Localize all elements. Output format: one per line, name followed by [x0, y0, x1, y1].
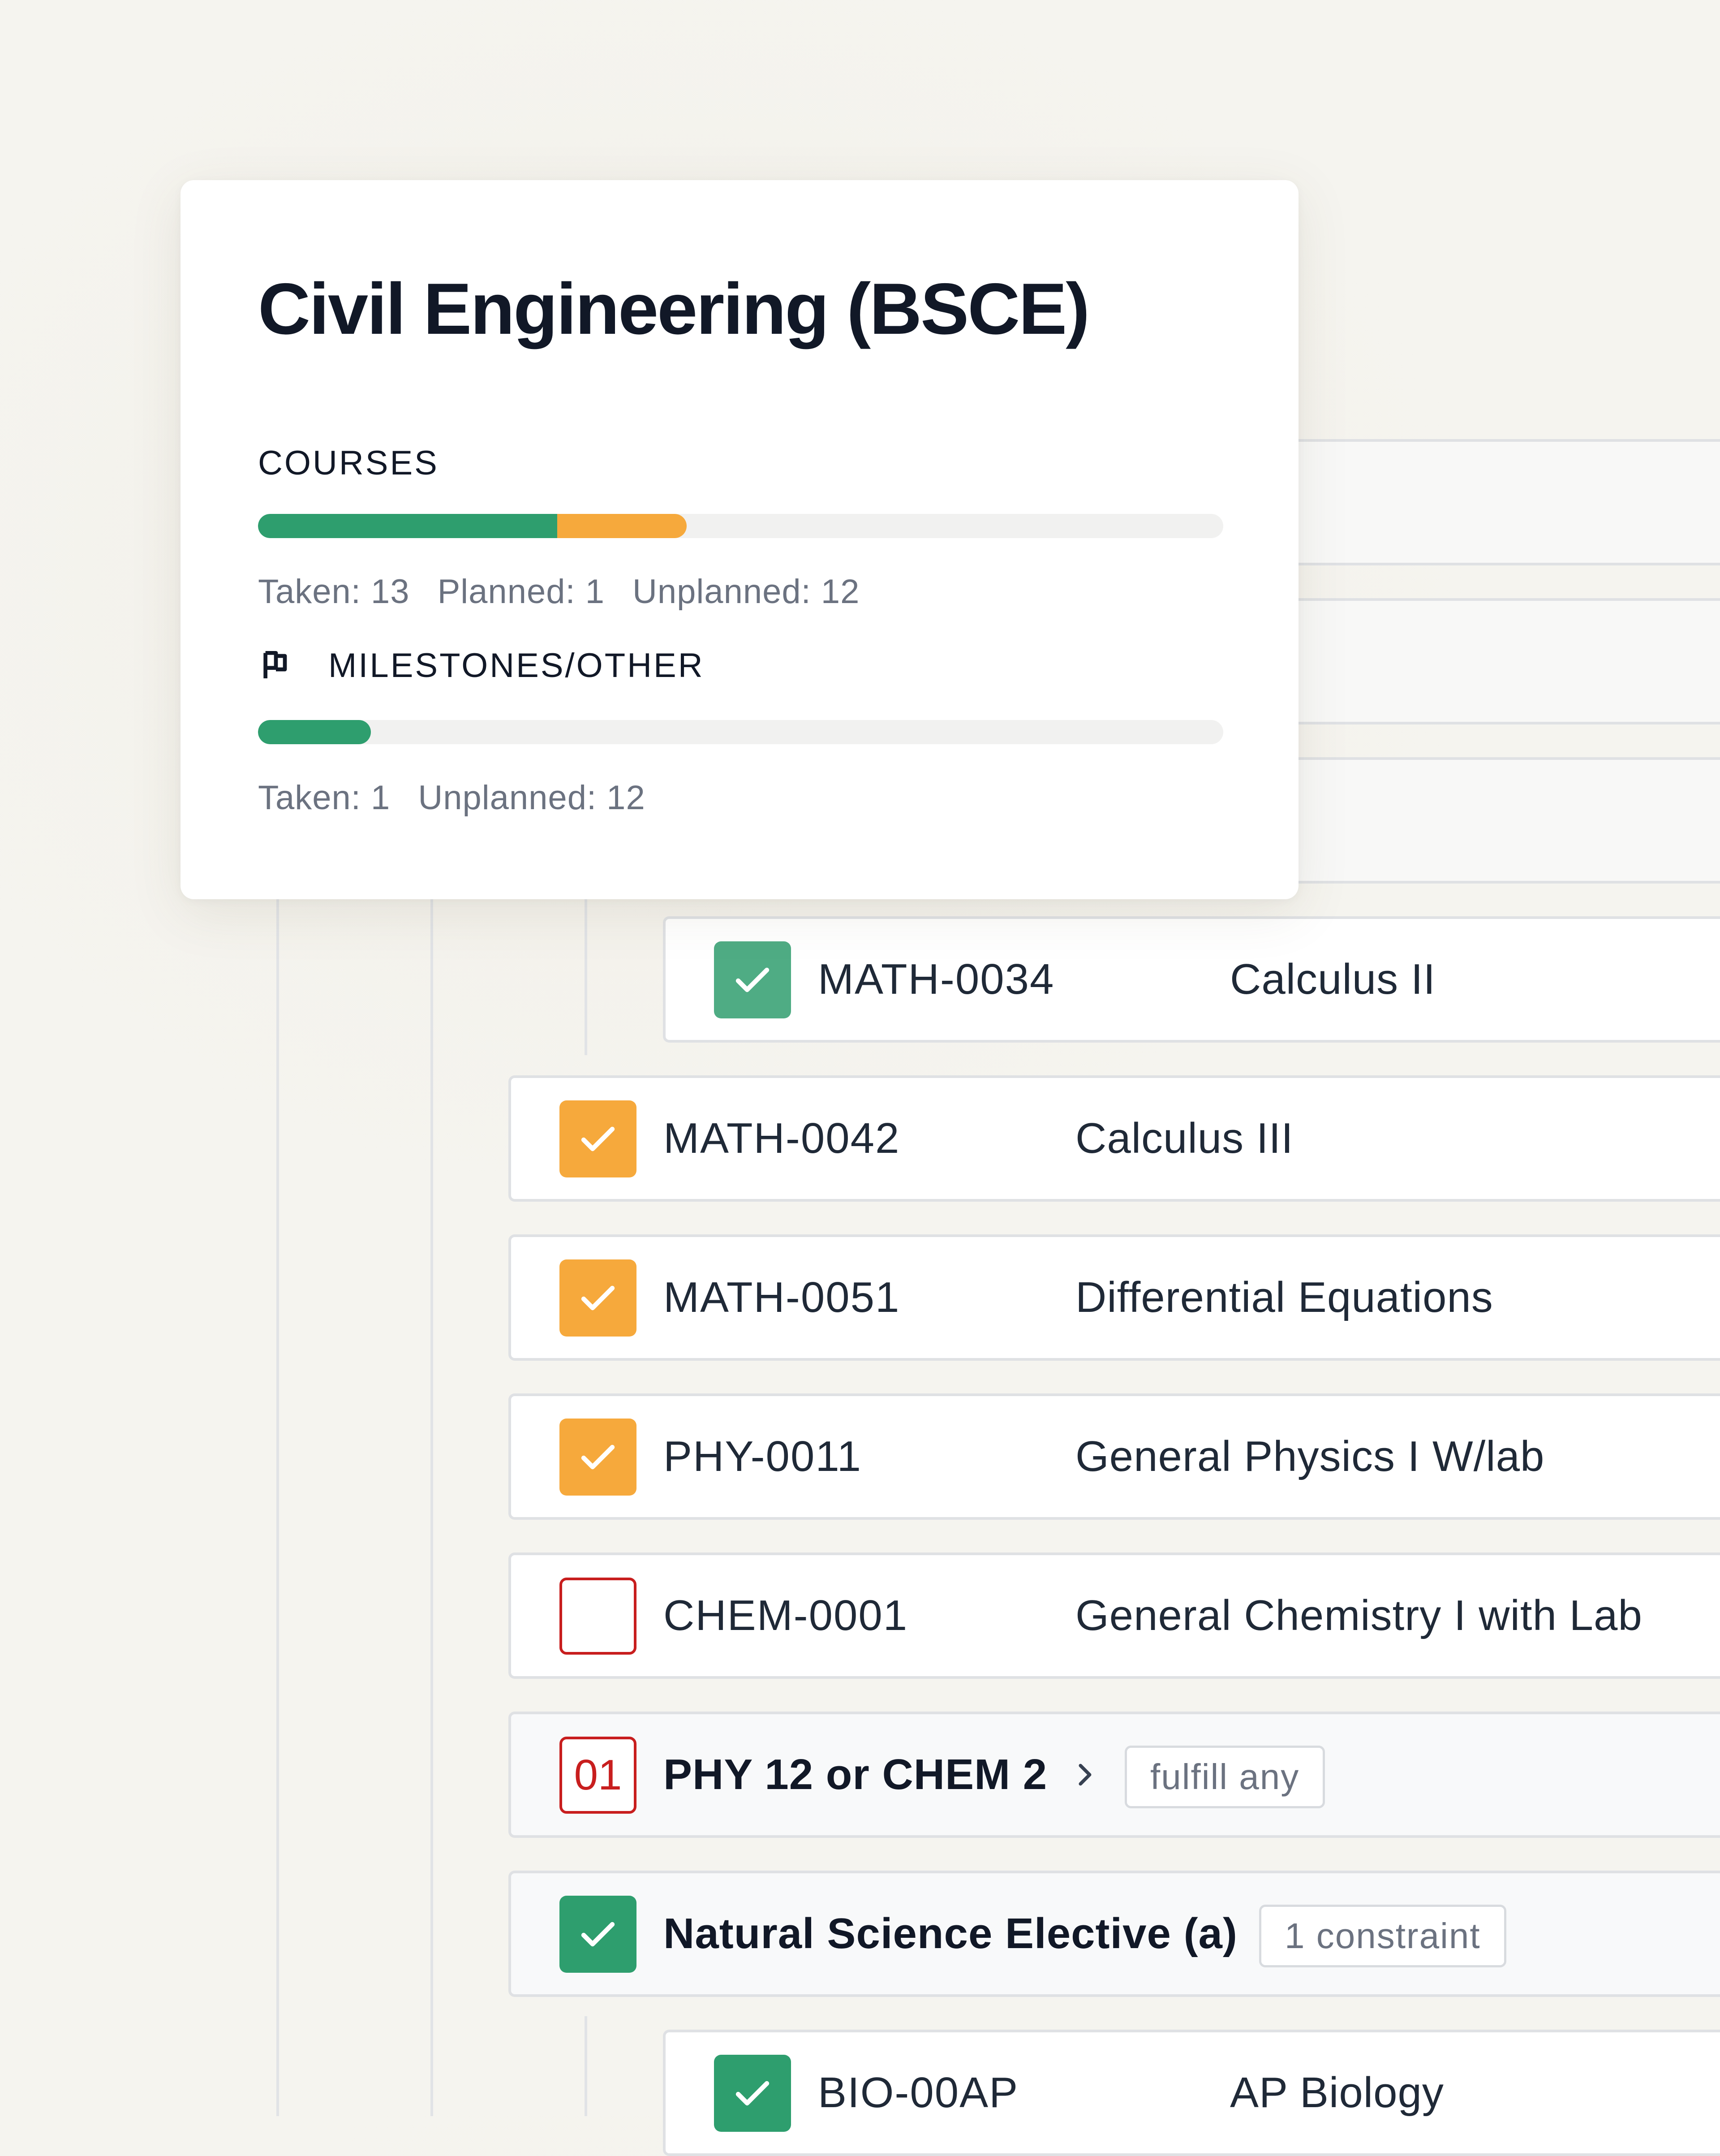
- courses-planned-segment: [557, 514, 687, 538]
- taken-checkbox[interactable]: [714, 941, 791, 1018]
- courses-unplanned-count: Unplanned: 12: [632, 573, 860, 611]
- program-title: Civil Engineering (BSCE): [258, 268, 1090, 349]
- chevron-right-icon[interactable]: [1069, 1759, 1100, 1790]
- course-code: BIO-00AP: [818, 2069, 1019, 2117]
- courses-stats: Taken: 13 Planned: 1 Unplanned: 12: [258, 572, 860, 611]
- group-title: PHY 12 or CHEM 2: [663, 1751, 1048, 1798]
- course-code: PHY-0011: [663, 1432, 862, 1480]
- taken-checkbox[interactable]: [559, 1896, 636, 1973]
- course-code: MATH-0051: [663, 1273, 900, 1321]
- program-summary-card: Civil Engineering (BSCE) COURSES Taken: …: [181, 180, 1299, 899]
- course-name: General Chemistry I with Lab: [1075, 1591, 1643, 1639]
- course-row[interactable]: BIO-00AP AP Biology: [663, 2030, 1720, 2156]
- course-name: Calculus II: [1230, 955, 1436, 1003]
- planned-checkbox[interactable]: [559, 1419, 636, 1496]
- milestones-progress-bar: [258, 720, 1223, 744]
- course-row[interactable]: MATH-0051 Differential Equations: [508, 1234, 1720, 1361]
- requirement-group-row[interactable]: 01 PHY 12 or CHEM 2 fulfill any: [508, 1712, 1720, 1838]
- courses-label: COURSES: [258, 444, 439, 482]
- background-row: [1281, 598, 1720, 724]
- checkmark-icon: [581, 1285, 615, 1311]
- milestones-stats: Taken: 1 Unplanned: 12: [258, 778, 645, 817]
- fulfill-rule-badge: fulfill any: [1125, 1746, 1325, 1808]
- checkmark-icon: [581, 1445, 615, 1470]
- milestones-label: MILESTONES/OTHER: [328, 647, 705, 685]
- course-row[interactable]: PHY-0011 General Physics I W/lab: [508, 1393, 1720, 1520]
- tree-guide-line: [585, 2016, 587, 2116]
- remaining-count-badge: 01: [559, 1737, 636, 1814]
- course-row[interactable]: MATH-0042 Calculus III: [508, 1075, 1720, 1202]
- milestones-unplanned-count: Unplanned: 12: [418, 779, 645, 817]
- flag-icon: [263, 651, 287, 678]
- checkmark-icon: [581, 1126, 615, 1151]
- course-name: AP Biology: [1230, 2069, 1444, 2117]
- milestones-taken-count: Taken: 1: [258, 779, 391, 817]
- checkmark-icon: [735, 2081, 770, 2106]
- tree-guide-line: [585, 892, 587, 1055]
- course-name: Calculus III: [1075, 1114, 1294, 1162]
- course-row[interactable]: CHEM-0001 General Chemistry I with Lab: [508, 1552, 1720, 1679]
- checkmark-icon: [735, 967, 770, 992]
- milestones-taken-segment: [258, 720, 371, 744]
- course-code: CHEM-0001: [663, 1591, 908, 1639]
- checkmark-icon: [581, 1922, 615, 1947]
- planned-checkbox[interactable]: [559, 1259, 636, 1337]
- tree-guide-line: [276, 892, 279, 2116]
- course-code: MATH-0034: [818, 955, 1055, 1003]
- planned-checkbox[interactable]: [559, 1100, 636, 1177]
- constraint-badge[interactable]: 1 constraint: [1259, 1905, 1506, 1967]
- course-name: Differential Equations: [1075, 1273, 1493, 1321]
- courses-taken-segment: [258, 514, 558, 538]
- course-code: MATH-0042: [663, 1114, 900, 1162]
- background-row: [1281, 439, 1720, 565]
- tree-guide-line: [430, 892, 433, 2116]
- background-row: [1281, 757, 1720, 884]
- course-name: General Physics I W/lab: [1075, 1432, 1545, 1480]
- requirement-group-row[interactable]: Natural Science Elective (a) 1 constrain…: [508, 1871, 1720, 1997]
- taken-checkbox[interactable]: [714, 2055, 791, 2132]
- courses-progress-bar: [258, 514, 1223, 538]
- courses-planned-count: Planned: 1: [437, 573, 605, 611]
- courses-taken-count: Taken: 13: [258, 573, 410, 611]
- course-row[interactable]: MATH-0034 Calculus II: [663, 916, 1720, 1043]
- unplanned-checkbox[interactable]: [559, 1578, 636, 1655]
- group-title: Natural Science Elective (a): [663, 1910, 1238, 1958]
